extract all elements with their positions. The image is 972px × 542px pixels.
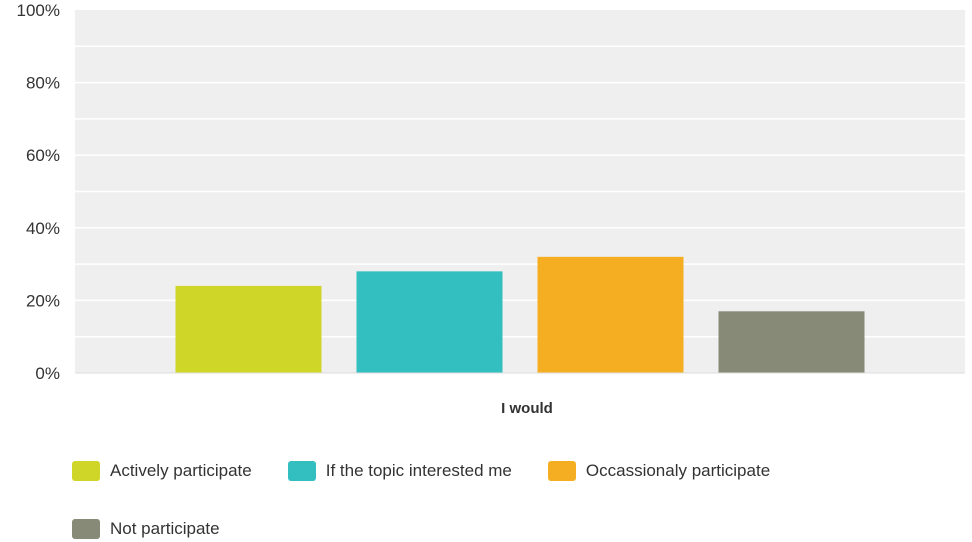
bar[interactable] [537,256,684,373]
legend-label: Not participate [110,519,220,538]
legend-item-topic-interested[interactable]: If the topic interested me [287,458,512,484]
y-tick-label: 60% [26,146,60,165]
bar[interactable] [718,311,865,373]
legend: Actively participate If the topic intere… [72,458,952,542]
y-tick-label: 0% [35,364,60,383]
legend-label: Occassionaly participate [585,461,771,480]
legend-swatch [72,519,100,539]
legend-swatch [287,461,316,481]
legend-item-actively-participate[interactable]: Actively participate [72,458,252,484]
legend-swatch [72,461,100,481]
x-axis-label: I would [501,400,553,417]
legend-item-occasionally-participate[interactable]: Occassionaly participate [547,458,771,484]
y-tick-label: 20% [26,291,60,310]
y-tick-label: 80% [26,74,60,93]
bar[interactable] [175,285,322,373]
bar-chart: 0% 20% 40% 60% 80% 100% I would [17,1,965,417]
legend-label: If the topic interested me [325,461,512,480]
y-axis-ticks: 0% 20% 40% 60% 80% 100% [17,1,60,383]
legend-swatch [547,461,576,481]
bars [175,256,865,373]
legend-item-not-participate[interactable]: Not participate [72,516,220,542]
y-tick-label: 100% [17,1,60,20]
legend-label: Actively participate [110,461,252,480]
bar[interactable] [356,271,503,373]
y-tick-label: 40% [26,219,60,238]
